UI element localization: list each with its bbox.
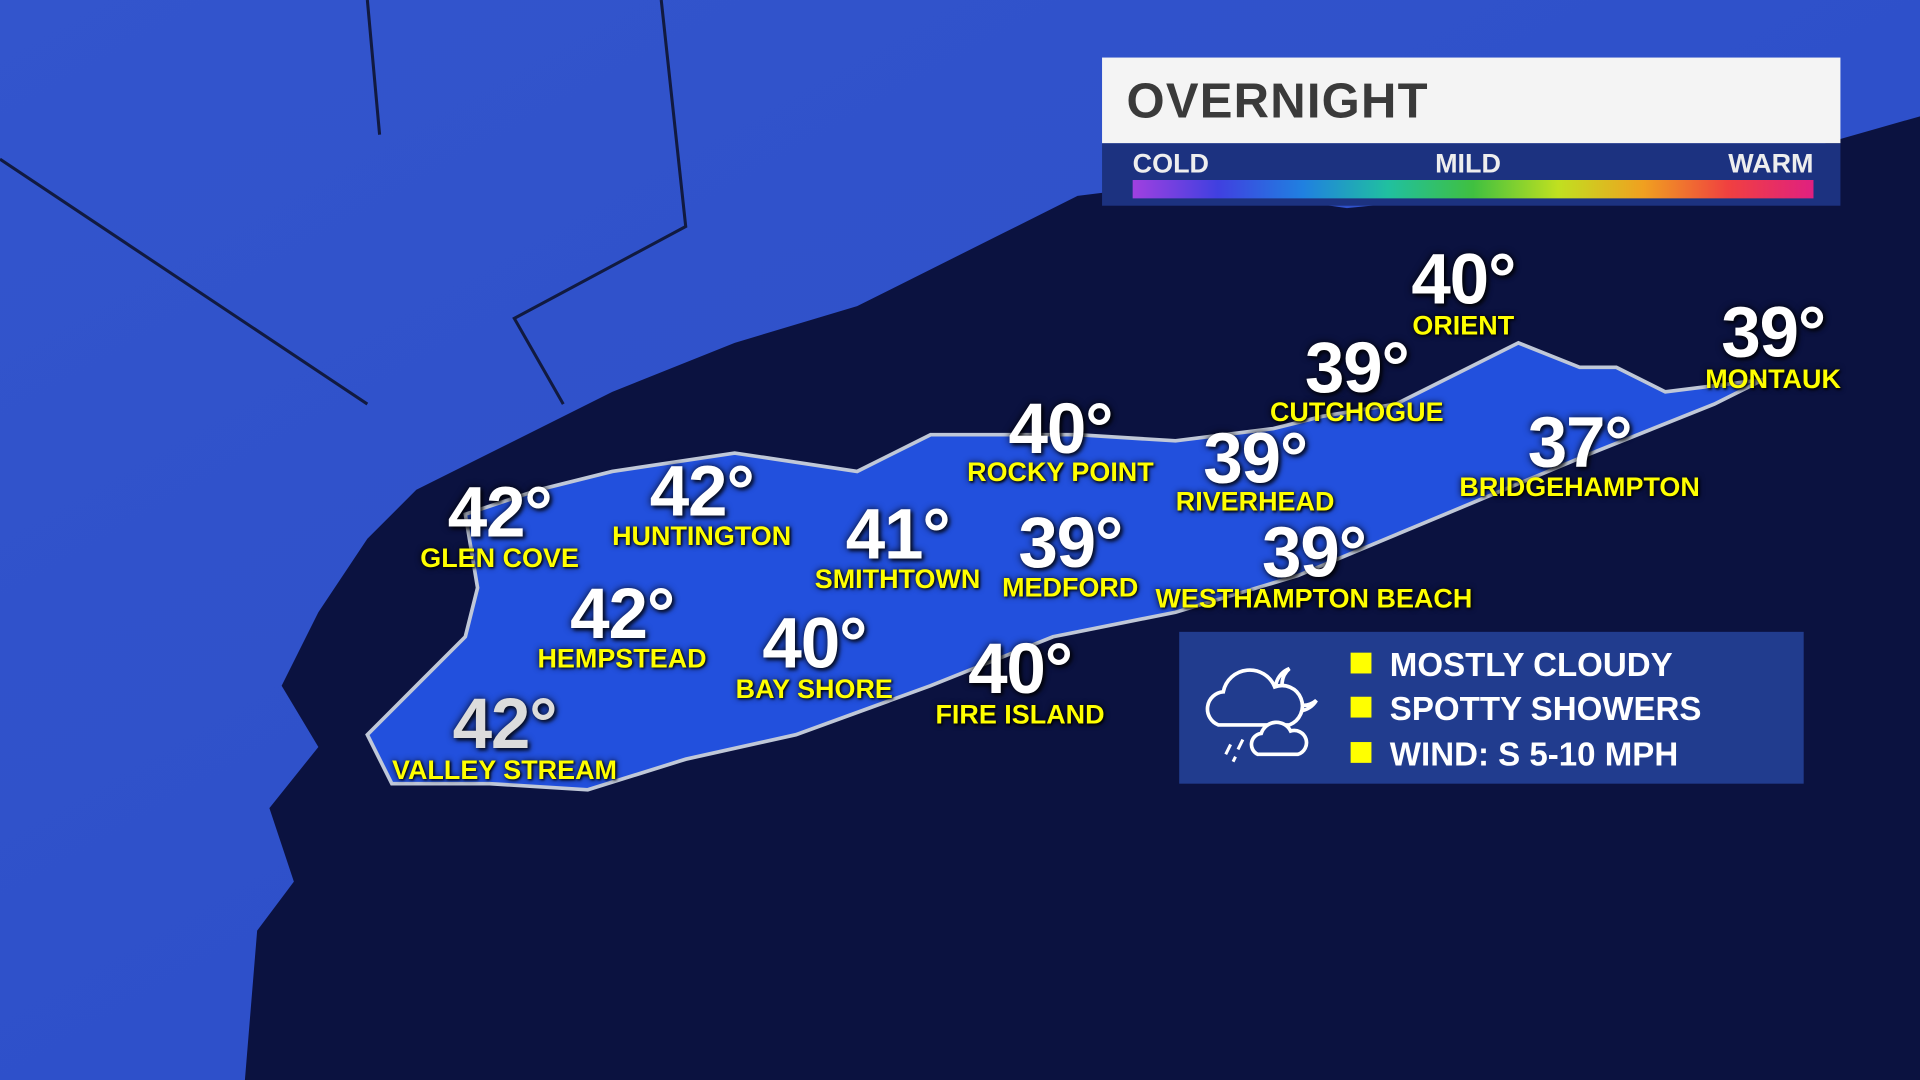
temp-smithtown: 41° — [845, 494, 951, 575]
temp-hempstead: 42° — [570, 574, 675, 654]
scale-label-mild: MILD — [1435, 148, 1501, 179]
legend-text: WIND: S 5-10 MPH — [1389, 735, 1679, 773]
city-valley-stream: VALLEY STREAM — [391, 754, 618, 785]
temp-valley-stream: 42° — [452, 684, 558, 765]
page-title: OVERNIGHT — [1126, 74, 1429, 129]
legend-item-wind: WIND: S 5-10 MPH — [1350, 735, 1679, 774]
city-bridgehampton: BRIDGEHAMPTON — [1459, 471, 1700, 503]
temp-medford: 39° — [1018, 503, 1123, 583]
city-montauk: MONTAUK — [1705, 363, 1841, 395]
state-border — [0, 0, 688, 406]
legend-text: MOSTLY CLOUDY — [1389, 646, 1673, 684]
city-westhampton-beach: WESTHAMPTON BEACH — [1155, 582, 1473, 614]
city-smithtown: SMITHTOWN — [814, 563, 981, 594]
temperature-scale: COLD MILD WARM — [1102, 143, 1841, 206]
cloud-moon-rain-icon — [1205, 666, 1318, 763]
temp-fire-island: 40° — [968, 629, 1073, 709]
temp-huntington: 42° — [649, 451, 755, 532]
city-fire-island: FIRE ISLAND — [935, 699, 1105, 730]
conditions-legend: MOSTLY CLOUDY SPOTTY SHOWERS WIND: S 5-1… — [1179, 631, 1804, 784]
temp-cutchogue: 39° — [1304, 328, 1410, 408]
bullet-square-icon — [1350, 652, 1372, 674]
city-orient: ORIENT — [1412, 309, 1515, 341]
temp-bridgehampton: 37° — [1527, 402, 1633, 483]
legend-text: SPOTTY SHOWERS — [1389, 690, 1702, 728]
legend-item-showers: SPOTTY SHOWERS — [1350, 690, 1702, 729]
city-cutchogue: CUTCHOGUE — [1269, 396, 1444, 428]
temp-glen-cove: 42° — [447, 472, 553, 553]
city-hempstead: HEMPSTEAD — [537, 642, 707, 674]
city-medford: MEDFORD — [1002, 571, 1139, 603]
bullet-square-icon — [1350, 696, 1372, 718]
title-banner: OVERNIGHT — [1102, 57, 1841, 144]
color-gradient-bar — [1132, 180, 1814, 199]
city-rocky-point: ROCKY POINT — [967, 456, 1154, 488]
temp-riverhead: 39° — [1203, 418, 1308, 499]
long-island — [365, 340, 1765, 792]
temp-montauk: 39° — [1721, 292, 1826, 373]
city-glen-cove: GLEN COVE — [420, 542, 579, 574]
city-bay-shore: BAY SHORE — [735, 673, 893, 705]
temp-orient: 40° — [1411, 240, 1516, 320]
temp-bay-shore: 40° — [762, 603, 867, 684]
bullet-square-icon — [1350, 742, 1372, 763]
scale-label-cold: COLD — [1132, 148, 1209, 179]
city-huntington: HUNTINGTON — [612, 520, 792, 552]
scale-label-warm: WARM — [1728, 148, 1814, 179]
temp-westhampton-beach: 39° — [1262, 513, 1367, 593]
temp-rocky-point: 40° — [1008, 389, 1114, 469]
city-riverhead: RIVERHEAD — [1175, 486, 1335, 517]
legend-item-conditions: MOSTLY CLOUDY — [1350, 646, 1673, 685]
